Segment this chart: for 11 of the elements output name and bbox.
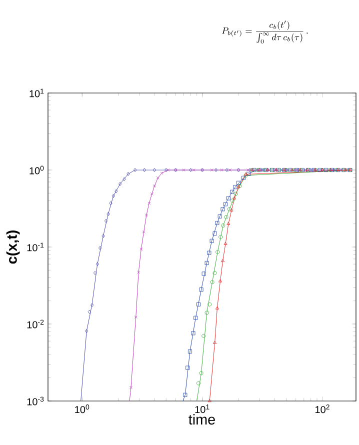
chart-title: $P_{b(t')} = \frac{c_b(t')}{\int_0^\infty d\tau\, c_b(\tau)}\,.$ — [222, 20, 308, 44]
y-tick-label: 10$^{-3}$ — [27, 396, 44, 406]
y-tick-label: 10$^{0}$ — [30, 166, 44, 174]
y-tick-label: 10$^{-2}$ — [27, 320, 44, 328]
x-tick-label: 10$^{2}$ — [316, 404, 330, 414]
y-tick-label: 10$^{-1}$ — [27, 242, 44, 252]
x-tick-label: 10$^{1}$ — [195, 404, 210, 414]
x-axis-title: time — [188, 414, 215, 425]
x-tick-label: 10$^{0}$ — [75, 404, 90, 414]
y-axis-title: c(x,t) — [6, 230, 20, 264]
y-tick-label: 10$^{1}$ — [30, 88, 44, 98]
